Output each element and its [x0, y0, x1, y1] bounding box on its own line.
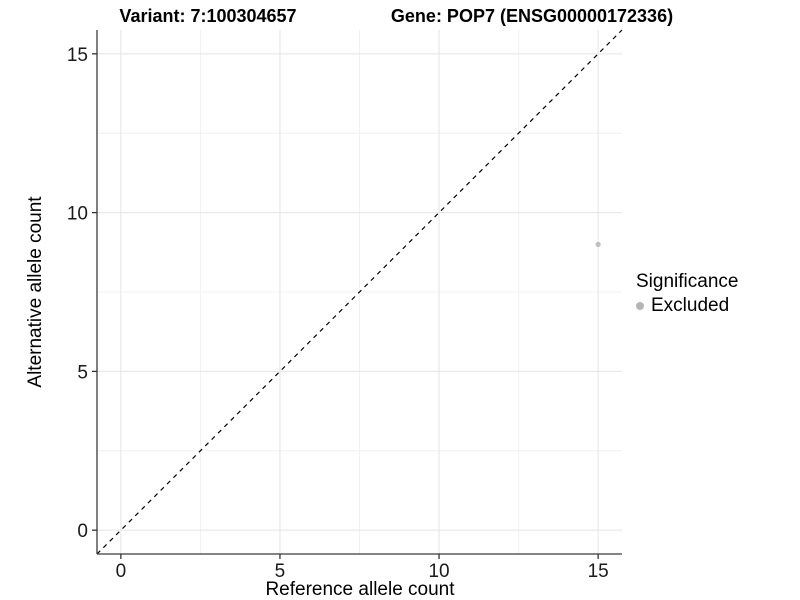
gene-title: Gene: POP7 (ENSG00000172336)	[390, 6, 674, 26]
y-tick-label: 10	[67, 204, 88, 225]
identity-line	[96, 29, 623, 555]
legend-item-excluded: Excluded	[636, 295, 738, 317]
x-tick-label: 0	[116, 561, 127, 582]
x-axis-title: Reference allele count	[265, 579, 455, 600]
variant-title: Variant: 7:100304657	[119, 6, 297, 26]
y-tick-label: 0	[77, 521, 88, 542]
x-tick-label: 10	[428, 561, 449, 582]
y-tick-label: 5	[77, 362, 88, 383]
data-point	[595, 241, 601, 247]
legend-title: Significance	[636, 271, 739, 292]
y-tick-label: 15	[67, 45, 88, 66]
legend-item-label: Excluded	[651, 295, 730, 316]
legend: Significance Excluded	[636, 271, 738, 317]
x-tick-label: 5	[275, 561, 286, 582]
x-tick-label: 15	[588, 561, 609, 582]
y-axis-title: Alternative allele count	[25, 196, 46, 388]
legend-point-icon	[636, 302, 644, 310]
